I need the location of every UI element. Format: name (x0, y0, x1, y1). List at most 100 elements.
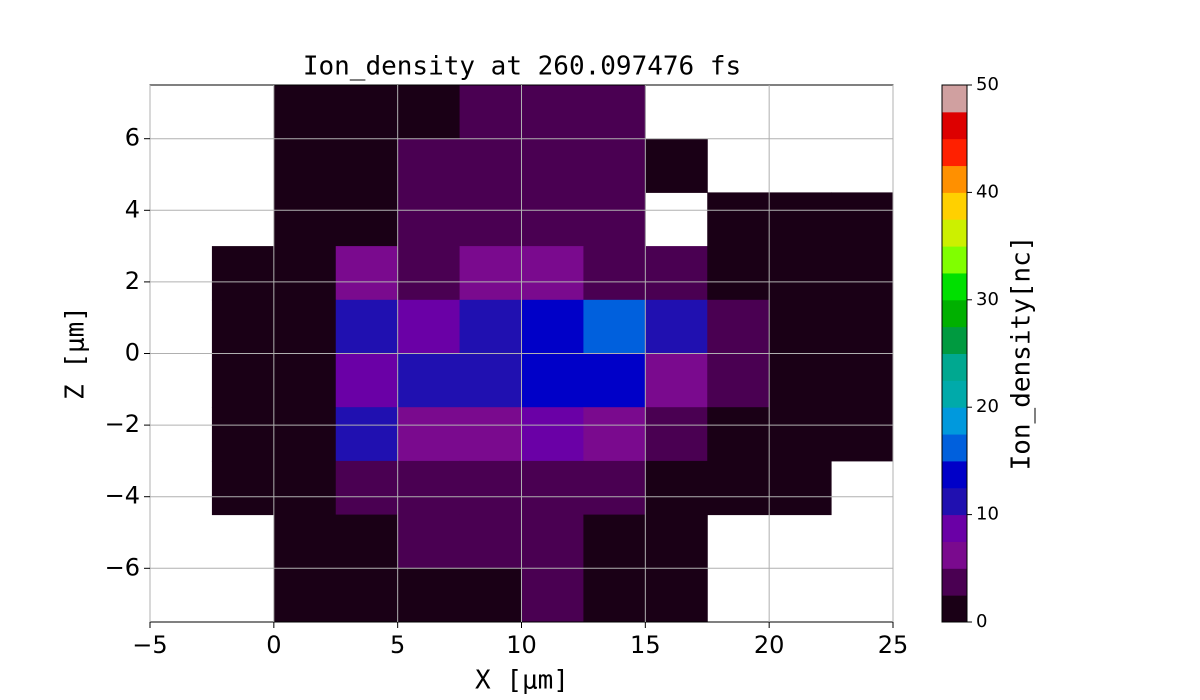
density-cell (831, 246, 894, 301)
density-cell (397, 192, 461, 247)
density-cell (335, 192, 399, 247)
density-cell (459, 85, 522, 140)
density-cell (769, 192, 832, 247)
density-cell (211, 246, 275, 301)
colorbar-tick-label: 10 (976, 504, 999, 525)
colorbar-tick-label: 40 (976, 181, 999, 202)
colorbar-band (942, 460, 967, 489)
density-cell (459, 407, 522, 462)
density-cell (335, 299, 399, 354)
y-tick-label: 0 (125, 339, 140, 367)
x-tick-label: 25 (878, 631, 909, 659)
density-cell (769, 246, 832, 301)
colorbar-tick-label: 20 (976, 396, 999, 417)
colorbar-tick-label: 30 (976, 289, 999, 310)
y-tick-label: 2 (125, 267, 140, 295)
density-cell (459, 514, 522, 569)
density-cell (583, 407, 646, 462)
density-cell (831, 353, 894, 408)
density-cell (707, 246, 770, 301)
density-cell (397, 460, 461, 516)
density-cell (459, 138, 522, 193)
density-cell (707, 407, 770, 462)
density-cell (521, 246, 584, 301)
colorbar-band (942, 272, 967, 301)
colorbar-band (942, 165, 967, 193)
density-cell (273, 568, 337, 623)
density-cell (273, 85, 337, 140)
colorbar-tick-label: 0 (976, 611, 987, 632)
density-cell (707, 192, 770, 247)
density-cell (831, 407, 894, 462)
density-cell (583, 85, 646, 140)
y-tick-label: 4 (125, 195, 140, 223)
density-cell (645, 460, 708, 516)
colorbar-band (942, 407, 967, 435)
y-tick-label: −4 (105, 482, 140, 510)
x-tick-label: 20 (754, 631, 785, 659)
density-cell (769, 299, 832, 354)
density-cell (459, 299, 522, 354)
x-axis-label: X [μm] (475, 666, 569, 696)
density-cell (273, 407, 337, 462)
density-cell (521, 138, 584, 193)
density-cell (521, 299, 584, 354)
density-cell (459, 460, 522, 516)
density-cell (335, 353, 399, 408)
density-cell (645, 299, 708, 354)
density-cell (397, 85, 461, 140)
density-cell (707, 353, 770, 408)
density-cell (583, 192, 646, 247)
density-cell (211, 299, 275, 354)
colorbar-band (942, 219, 967, 247)
colorbar-band (942, 326, 967, 354)
density-cell (335, 407, 399, 462)
x-tick-label: 10 (506, 631, 537, 659)
y-tick-label: 6 (125, 124, 140, 152)
density-cell (211, 460, 275, 516)
density-cell (583, 460, 646, 516)
colorbar-band (942, 85, 967, 113)
density-cell (335, 138, 399, 193)
density-cell (645, 568, 708, 623)
density-cell (459, 192, 522, 247)
density-cell (769, 460, 832, 516)
density-cell (583, 138, 646, 193)
y-tick-label: −2 (105, 410, 140, 438)
density-cell (397, 568, 461, 623)
y-tick-label: −6 (105, 553, 140, 581)
density-cell (273, 192, 337, 247)
x-tick-label: 15 (630, 631, 661, 659)
density-cell (707, 460, 770, 516)
density-cell (521, 192, 584, 247)
density-cell (645, 138, 708, 193)
density-cell (273, 353, 337, 408)
x-tick-label: 0 (266, 631, 281, 659)
density-cell (583, 568, 646, 623)
density-cell (459, 246, 522, 301)
density-cell (769, 407, 832, 462)
colorbar-band (942, 380, 967, 408)
density-cell (459, 568, 522, 623)
density-cell (211, 407, 275, 462)
colorbar-tick-label: 50 (976, 74, 999, 95)
density-cell (273, 246, 337, 301)
density-cell (335, 568, 399, 623)
density-cell (645, 246, 708, 301)
density-cell (521, 568, 584, 623)
density-cell (521, 514, 584, 569)
density-cell (211, 353, 275, 408)
density-cell (397, 246, 461, 301)
density-cell (583, 353, 646, 408)
density-cell (273, 514, 337, 569)
density-cell (521, 407, 584, 462)
density-cell (397, 299, 461, 354)
colorbar-band (942, 299, 967, 328)
x-tick-label: 5 (390, 631, 405, 659)
y-axis-label: Z [μm] (61, 306, 91, 400)
density-cell (645, 514, 708, 569)
density-cell (645, 407, 708, 462)
colorbar-band (942, 568, 967, 596)
